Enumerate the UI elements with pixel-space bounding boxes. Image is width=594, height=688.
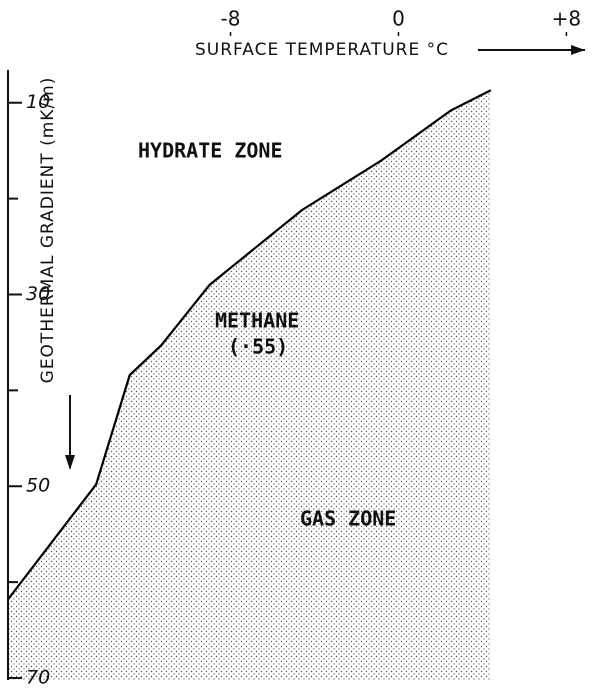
annotation: METHANE bbox=[215, 309, 299, 333]
x-axis-label: SURFACE TEMPERATURE °C bbox=[195, 40, 449, 60]
y-tick-label: 30 bbox=[26, 283, 50, 305]
boundary-line bbox=[7, 89, 492, 601]
annotation: GAS ZONE bbox=[300, 507, 396, 531]
annotation: HYDRATE ZONE bbox=[138, 139, 283, 163]
y-tick-label: 10 bbox=[26, 91, 50, 113]
y-axis-label: GEOTHERMAL GRADIENT (mK/m) bbox=[38, 77, 58, 384]
x-tick-label: 0 bbox=[392, 7, 405, 31]
x-tick-label: -8 bbox=[221, 7, 241, 31]
annotation: (·55) bbox=[228, 335, 288, 359]
y-tick-label: 70 bbox=[26, 667, 50, 688]
area-fill bbox=[8, 90, 491, 681]
y-tick-label: 50 bbox=[26, 475, 50, 497]
x-tick-label: +8 bbox=[552, 7, 581, 31]
y-arrowhead bbox=[65, 455, 75, 470]
x-arrowhead bbox=[571, 45, 585, 55]
